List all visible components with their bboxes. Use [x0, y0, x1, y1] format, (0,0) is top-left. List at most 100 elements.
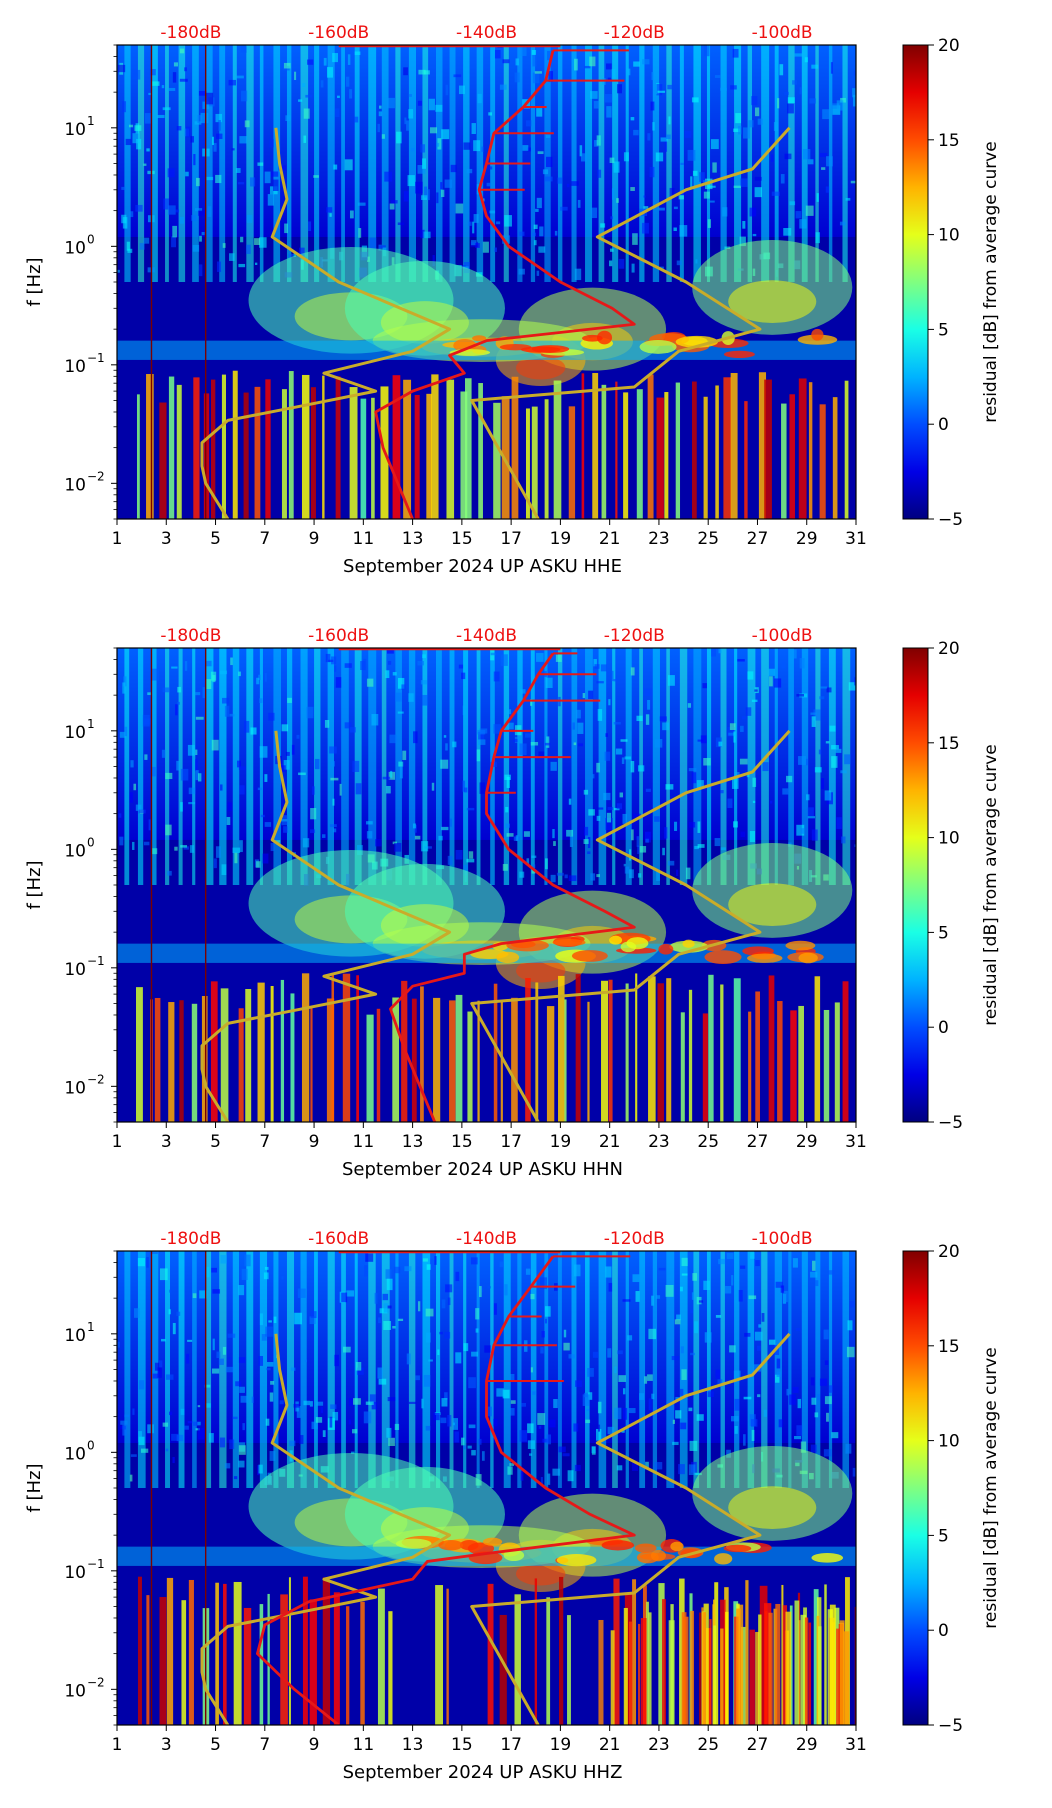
heatmap-lowfreq-spike	[782, 1605, 788, 1725]
heatmap-speckle	[195, 208, 203, 212]
heatmap-speckle	[754, 107, 760, 117]
heatmap-speckle	[206, 92, 214, 105]
heatmap-microseism-spot	[634, 1543, 657, 1553]
colorbar-tick-label: 20	[938, 1242, 960, 1262]
heatmap-lowfreq-spike	[414, 394, 420, 519]
heatmap-speckle	[754, 187, 762, 198]
heatmap-speckle	[431, 782, 435, 791]
heatmap-speckle	[162, 1422, 169, 1427]
heatmap-stripe	[530, 45, 536, 282]
heatmap-speckle	[169, 1411, 173, 1416]
heatmap-speckle	[180, 1408, 185, 1415]
heatmap-stripe	[815, 45, 819, 282]
heatmap-speckle	[534, 71, 542, 74]
heatmap-speckle	[284, 223, 288, 234]
heatmap-speckle	[146, 148, 150, 152]
heatmap-speckle	[238, 1460, 245, 1468]
heatmap-speckle	[273, 179, 279, 191]
heatmap-speckle	[733, 1370, 741, 1380]
heatmap-microseism-spot	[609, 935, 623, 945]
heatmap-speckle	[197, 1421, 201, 1426]
heatmap-speckle	[729, 723, 736, 730]
heatmap-lowfreq-spike	[628, 1621, 633, 1725]
heatmap-speckle	[329, 213, 332, 217]
heatmap-speckle	[530, 741, 539, 746]
heatmap-lowfreq-spike	[346, 1606, 350, 1725]
heatmap-speckle	[608, 699, 611, 706]
heatmap-speckle	[185, 171, 189, 177]
heatmap-speckle	[240, 1395, 249, 1403]
heatmap-speckle	[439, 1331, 443, 1335]
x-tick-label: 25	[697, 529, 719, 549]
heatmap-speckle	[584, 826, 589, 836]
heatmap-speckle	[172, 1456, 175, 1464]
heatmap-stripe	[232, 648, 240, 885]
heatmap-speckle	[421, 1398, 424, 1409]
heatmap-storm-core	[516, 959, 566, 983]
heatmap-speckle	[504, 1284, 508, 1296]
heatmap-speckle	[796, 1425, 803, 1436]
heatmap-speckle	[755, 1260, 760, 1267]
heatmap-speckle	[484, 1345, 491, 1353]
y-tick-exponent: 1	[87, 717, 95, 731]
heatmap-speckle	[244, 1254, 251, 1267]
heatmap-speckle	[847, 1320, 853, 1331]
heatmap-speckle	[690, 176, 693, 189]
heatmap-speckle	[468, 851, 474, 859]
heatmap-speckle	[651, 1295, 654, 1306]
heatmap-speckle	[216, 133, 223, 140]
heatmap-speckle	[548, 71, 554, 82]
heatmap-speckle	[568, 875, 577, 882]
mean-psd-curve	[389, 652, 636, 1122]
heatmap-stripe	[354, 45, 360, 282]
heatmap-speckle	[650, 101, 655, 111]
heatmap-speckle	[257, 787, 263, 791]
x-tick-label: 3	[161, 1132, 172, 1152]
heatmap-lowfreq-spike	[749, 1629, 755, 1725]
heatmap-speckle	[627, 68, 631, 76]
heatmap-stripe	[368, 1251, 376, 1488]
heatmap-speckle	[235, 1381, 242, 1387]
heatmap-lowfreq-spike	[668, 1620, 675, 1725]
heatmap-speckle	[737, 659, 745, 662]
heatmap-speckle	[622, 1388, 626, 1395]
heatmap-speckle	[329, 1416, 333, 1428]
heatmap-speckle	[161, 1338, 166, 1342]
heatmap-speckle	[691, 1292, 695, 1300]
heatmap-speckle	[167, 870, 172, 876]
heatmap-speckle	[473, 140, 481, 152]
heatmap-speckle	[144, 113, 151, 124]
heatmap-speckle	[519, 871, 525, 878]
x-tick-label: 15	[451, 1735, 473, 1755]
heatmap-speckle	[814, 767, 822, 773]
heatmap-lowfreq-spike	[567, 1615, 571, 1725]
heatmap-speckle	[216, 1351, 221, 1359]
heatmap-speckle	[296, 1405, 301, 1418]
heatmap-lowfreq-spike	[478, 383, 483, 519]
heatmap-speckle	[579, 145, 583, 157]
heatmap-lowfreq-spike	[243, 392, 249, 519]
heatmap-speckle	[366, 678, 374, 687]
heatmap-speckle	[468, 1424, 476, 1429]
heatmap-lowfreq-spike	[525, 408, 530, 519]
heatmap-speckle	[658, 1267, 666, 1271]
heatmap-lowfreq-spike	[232, 370, 238, 519]
heatmap-lowfreq-spike	[657, 983, 664, 1122]
heatmap-speckle	[841, 836, 846, 844]
heatmap-speckle	[191, 215, 197, 221]
heatmap-speckle	[228, 79, 237, 86]
heatmap-stripe	[503, 1251, 511, 1488]
heatmap-speckle	[518, 268, 525, 275]
heatmap-speckle	[422, 654, 427, 659]
heatmap-speckle	[420, 229, 425, 239]
heatmap-speckle	[232, 847, 241, 854]
heatmap-lowfreq-spike	[790, 1010, 797, 1122]
heatmap-speckle	[810, 1377, 815, 1386]
heatmap-speckle	[210, 671, 217, 681]
heatmap-speckle	[496, 1388, 505, 1397]
y-tick-label: 10	[64, 1078, 86, 1098]
heatmap-stripe	[246, 45, 254, 282]
heatmap-lowfreq-spike	[535, 982, 539, 1122]
heatmap-speckle	[538, 751, 545, 757]
heatmap-speckle	[387, 97, 395, 109]
